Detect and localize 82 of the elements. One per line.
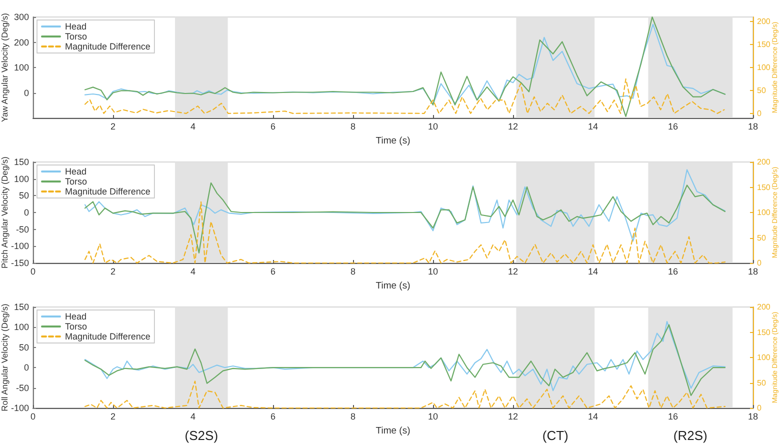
- y2-tick-label: 150: [757, 182, 771, 192]
- x-tick-label: 16: [668, 122, 678, 132]
- x-tick-label: 12: [508, 412, 518, 422]
- y-tick-label: -150: [10, 258, 29, 268]
- y-tick-label: -50: [16, 224, 29, 234]
- y-axis-title: Pitch Angular Velocity (Deg/s): [0, 156, 10, 268]
- x-tick-label: 12: [508, 266, 518, 276]
- y2-tick-label: 0: [757, 108, 762, 118]
- x-tick-label: 4: [190, 266, 196, 276]
- y-axis-title: Roll Angular Velocity (Deg/s): [0, 303, 10, 412]
- y-tick-label: 0: [24, 88, 29, 98]
- y2-tick-label: 200: [757, 158, 771, 166]
- x-tick-label: 4: [190, 122, 196, 132]
- legend-label: Head: [65, 312, 87, 322]
- y-tick-label: 50: [18, 190, 29, 201]
- x-tick-label: 10: [428, 412, 438, 422]
- y2-tick-label: 0: [757, 404, 762, 412]
- x-tick-label: 18: [748, 266, 758, 276]
- x-axis-title: Time (s): [376, 426, 410, 436]
- line-series: [84, 380, 726, 409]
- x-tick-label: 14: [588, 266, 598, 276]
- y-tick-label: 100: [14, 322, 29, 332]
- x-axis-title: Time (s): [376, 136, 410, 146]
- legend-label: Torso: [65, 322, 88, 332]
- legend-label: Magnitude Difference: [65, 332, 150, 342]
- y2-tick-label: 100: [757, 353, 771, 362]
- legend-label: Torso: [65, 176, 88, 186]
- line-series: [84, 201, 726, 264]
- y2-tick-label: 100: [757, 63, 771, 72]
- x-tick-label: 18: [748, 412, 758, 422]
- y-tick-label: 300: [14, 12, 29, 22]
- legend-label: Head: [65, 166, 87, 176]
- y-tick-label: 0: [24, 208, 29, 218]
- y2-tick-label: 150: [757, 328, 771, 337]
- y-tick-label: 0: [24, 362, 29, 373]
- x-tick-label: 4: [190, 412, 196, 422]
- x-tick-label: 0: [30, 412, 36, 422]
- x-tick-label: 14: [588, 412, 598, 422]
- y-tick-label: 100: [14, 62, 29, 72]
- x-tick-label: 8: [350, 122, 356, 132]
- y-tick-label: -100: [10, 241, 29, 252]
- x-tick-label: 10: [428, 122, 438, 132]
- x-tick-label: 0: [30, 266, 36, 276]
- y2-tick-label: 50: [757, 378, 766, 388]
- band-label: (R2S): [673, 428, 708, 443]
- x-tick-label: 8: [350, 266, 356, 276]
- y-tick-label: 200: [14, 37, 29, 48]
- y-tick-label: -100: [10, 403, 29, 413]
- x-tick-label: 18: [748, 122, 758, 132]
- x-tick-label: 6: [270, 266, 276, 276]
- x-tick-label: 2: [110, 266, 116, 276]
- y2-tick-label: 50: [757, 86, 766, 95]
- x-tick-label: 6: [270, 122, 276, 132]
- y2-tick-label: 200: [757, 302, 771, 312]
- x-tick-label: 16: [668, 412, 678, 422]
- y2-tick-label: 150: [757, 40, 771, 50]
- x-axis-title: Time (s): [376, 280, 410, 292]
- y-tick-label: 150: [14, 157, 29, 167]
- x-tick-label: 12: [508, 122, 518, 132]
- y-tick-label: 50: [18, 342, 29, 352]
- legend-label: Magnitude Difference: [65, 42, 150, 52]
- y2-tick-label: 100: [757, 208, 771, 217]
- y-tick-label: 100: [14, 174, 29, 184]
- line-series: [84, 78, 725, 114]
- band-label: (CT): [542, 428, 568, 443]
- x-tick-label: 2: [110, 412, 116, 422]
- x-tick-label: 16: [668, 266, 678, 276]
- y2-tick-label: 50: [757, 233, 766, 242]
- legend-label: Head: [65, 22, 87, 32]
- x-tick-label: 8: [350, 412, 356, 422]
- band-label: (S2S): [184, 428, 218, 443]
- x-tick-label: 6: [270, 412, 276, 422]
- x-tick-label: 14: [588, 122, 598, 132]
- y-tick-label: -50: [16, 382, 29, 393]
- y-axis-title: Yaw Angular Velocity (Deg/s): [0, 12, 10, 122]
- y2-tick-label: 0: [757, 258, 762, 268]
- x-tick-label: 10: [428, 266, 438, 276]
- legend-label: Magnitude Difference: [65, 186, 150, 196]
- legend-label: Torso: [65, 32, 88, 42]
- y2-tick-label: 200: [757, 17, 771, 26]
- x-tick-label: 2: [110, 122, 116, 132]
- y-tick-label: 150: [14, 302, 29, 312]
